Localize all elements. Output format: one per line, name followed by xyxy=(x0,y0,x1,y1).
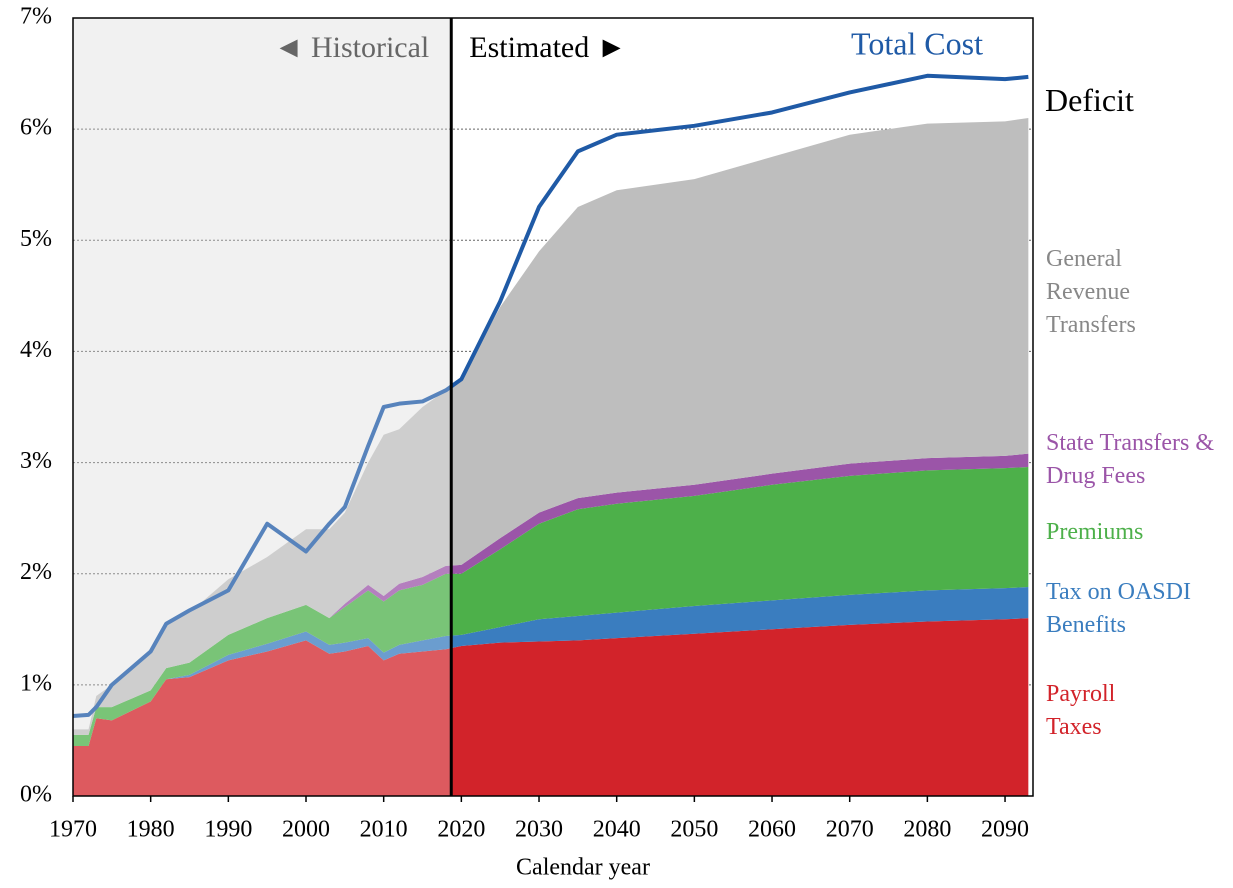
x-tick-label: 2060 xyxy=(748,817,796,843)
x-tick-label: 1990 xyxy=(204,817,252,843)
historical-overlay xyxy=(73,18,452,796)
x-tick-label: 2090 xyxy=(981,817,1029,843)
x-tick-label: 1970 xyxy=(49,817,97,843)
area xyxy=(73,587,1029,746)
x-tick-label: 2070 xyxy=(826,817,874,843)
y-tick-label: 4% xyxy=(20,337,52,363)
historical-label: ◄ Historical xyxy=(274,31,430,64)
area xyxy=(73,618,1029,796)
series-label: Payroll Taxes xyxy=(1046,681,1116,740)
plot-frame xyxy=(72,17,1034,797)
x-tick-label: 2030 xyxy=(515,817,563,843)
y-tick-label: 3% xyxy=(20,448,52,474)
area xyxy=(73,453,1029,735)
deficit-label: Deficit xyxy=(1045,82,1134,118)
total-cost-line xyxy=(72,73,1029,718)
area xyxy=(73,118,1029,735)
x-tick-label: 2000 xyxy=(282,817,330,843)
x-tick-label: 2020 xyxy=(437,817,485,843)
y-tick-label: 5% xyxy=(20,226,52,252)
x-tick-label: 2040 xyxy=(593,817,641,843)
x-axis-label: Calendar year xyxy=(516,855,650,881)
x-tick-label: 2010 xyxy=(360,817,408,843)
y-tick-label: 6% xyxy=(20,115,52,141)
series-label: General Revenue Transfers xyxy=(1046,246,1136,338)
series-label: State Transfers & Drug Fees xyxy=(1046,430,1214,489)
y-tick-label: 7% xyxy=(20,4,52,30)
y-tick-label: 2% xyxy=(20,559,52,585)
area xyxy=(73,467,1029,746)
series-label: Premiums xyxy=(1046,519,1144,545)
x-tick-label: 2050 xyxy=(670,817,718,843)
y-tick-label: 1% xyxy=(20,670,52,696)
x-tick-label: 2080 xyxy=(903,817,951,843)
total-cost-label: Total Cost xyxy=(851,25,983,61)
x-tick-label: 1980 xyxy=(127,817,175,843)
series-label: Tax on OASDI Benefits xyxy=(1046,579,1191,638)
y-tick-label: 0% xyxy=(20,782,52,808)
estimated-label: Estimated ► xyxy=(469,31,626,64)
